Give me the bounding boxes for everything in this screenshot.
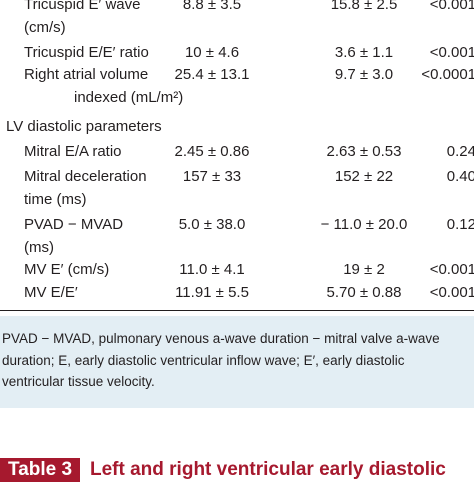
cell-group2: 19 ± 2: [343, 261, 385, 278]
row-label: Mitral E/A ratio: [24, 143, 122, 160]
cell-p: <0.001: [429, 0, 474, 13]
cell-group2: 15.8 ± 2.5: [330, 0, 398, 13]
footnote: PVAD − MVAD, pulmonary venous a-wave dur…: [2, 331, 440, 389]
cell-p: 0.40: [446, 168, 474, 185]
table-rule: [0, 310, 474, 311]
row-label: (ms): [24, 238, 54, 256]
row-label: time (ms): [24, 190, 87, 208]
cell-p: 0.24: [446, 143, 474, 160]
cell-group1: 5.0 ± 38.0: [178, 216, 246, 233]
cell-p: <0.001: [429, 261, 474, 278]
cell-p: <0.001: [429, 284, 474, 301]
row-label: indexed (mL/m²): [74, 88, 184, 106]
caption-label: Table 3: [0, 458, 81, 482]
cell-group1: 8.8 ± 3.5: [182, 0, 242, 13]
cell-group1: 11.91 ± 5.5: [175, 284, 249, 301]
row-label: MV E/E′: [24, 284, 78, 301]
row-label: Right atrial volume: [24, 66, 149, 83]
cell-p: 0.12: [446, 216, 474, 233]
footnote-box: PVAD − MVAD, pulmonary venous a-wave dur…: [0, 316, 474, 408]
cell-group1: 2.45 ± 0.86: [174, 143, 250, 160]
cell-group2: 2.63 ± 0.53: [326, 143, 402, 160]
cell-p: <0.0001: [421, 66, 474, 83]
cell-group2: 9.7 ± 3.0: [334, 66, 394, 83]
cell-group2: − 11.0 ± 20.0: [320, 216, 408, 233]
row-label: MV E′ (cm/s): [24, 261, 110, 278]
row-label: Tricuspid E/E′ ratio: [24, 44, 149, 61]
cell-group1: 157 ± 33: [182, 168, 242, 185]
row-label: Mitral deceleration: [24, 168, 147, 185]
cell-group1: 10 ± 4.6: [184, 44, 240, 61]
row-label: Tricuspid E′ wave: [24, 0, 141, 13]
cell-group2: 5.70 ± 0.88: [326, 284, 402, 301]
cell-group1: 25.4 ± 13.1: [174, 66, 250, 83]
cell-group1: 11.0 ± 4.1: [179, 261, 245, 278]
cell-group2: 152 ± 22: [334, 168, 394, 185]
section-header: LV diastolic parameters: [6, 118, 162, 135]
cell-p: <0.001: [429, 44, 474, 61]
row-label: PVAD − MVAD: [24, 216, 124, 233]
row-label: (cm/s): [24, 18, 66, 36]
caption-title: Left and right ventricular early diastol…: [90, 459, 446, 480]
cell-group2: 3.6 ± 1.1: [334, 44, 394, 61]
